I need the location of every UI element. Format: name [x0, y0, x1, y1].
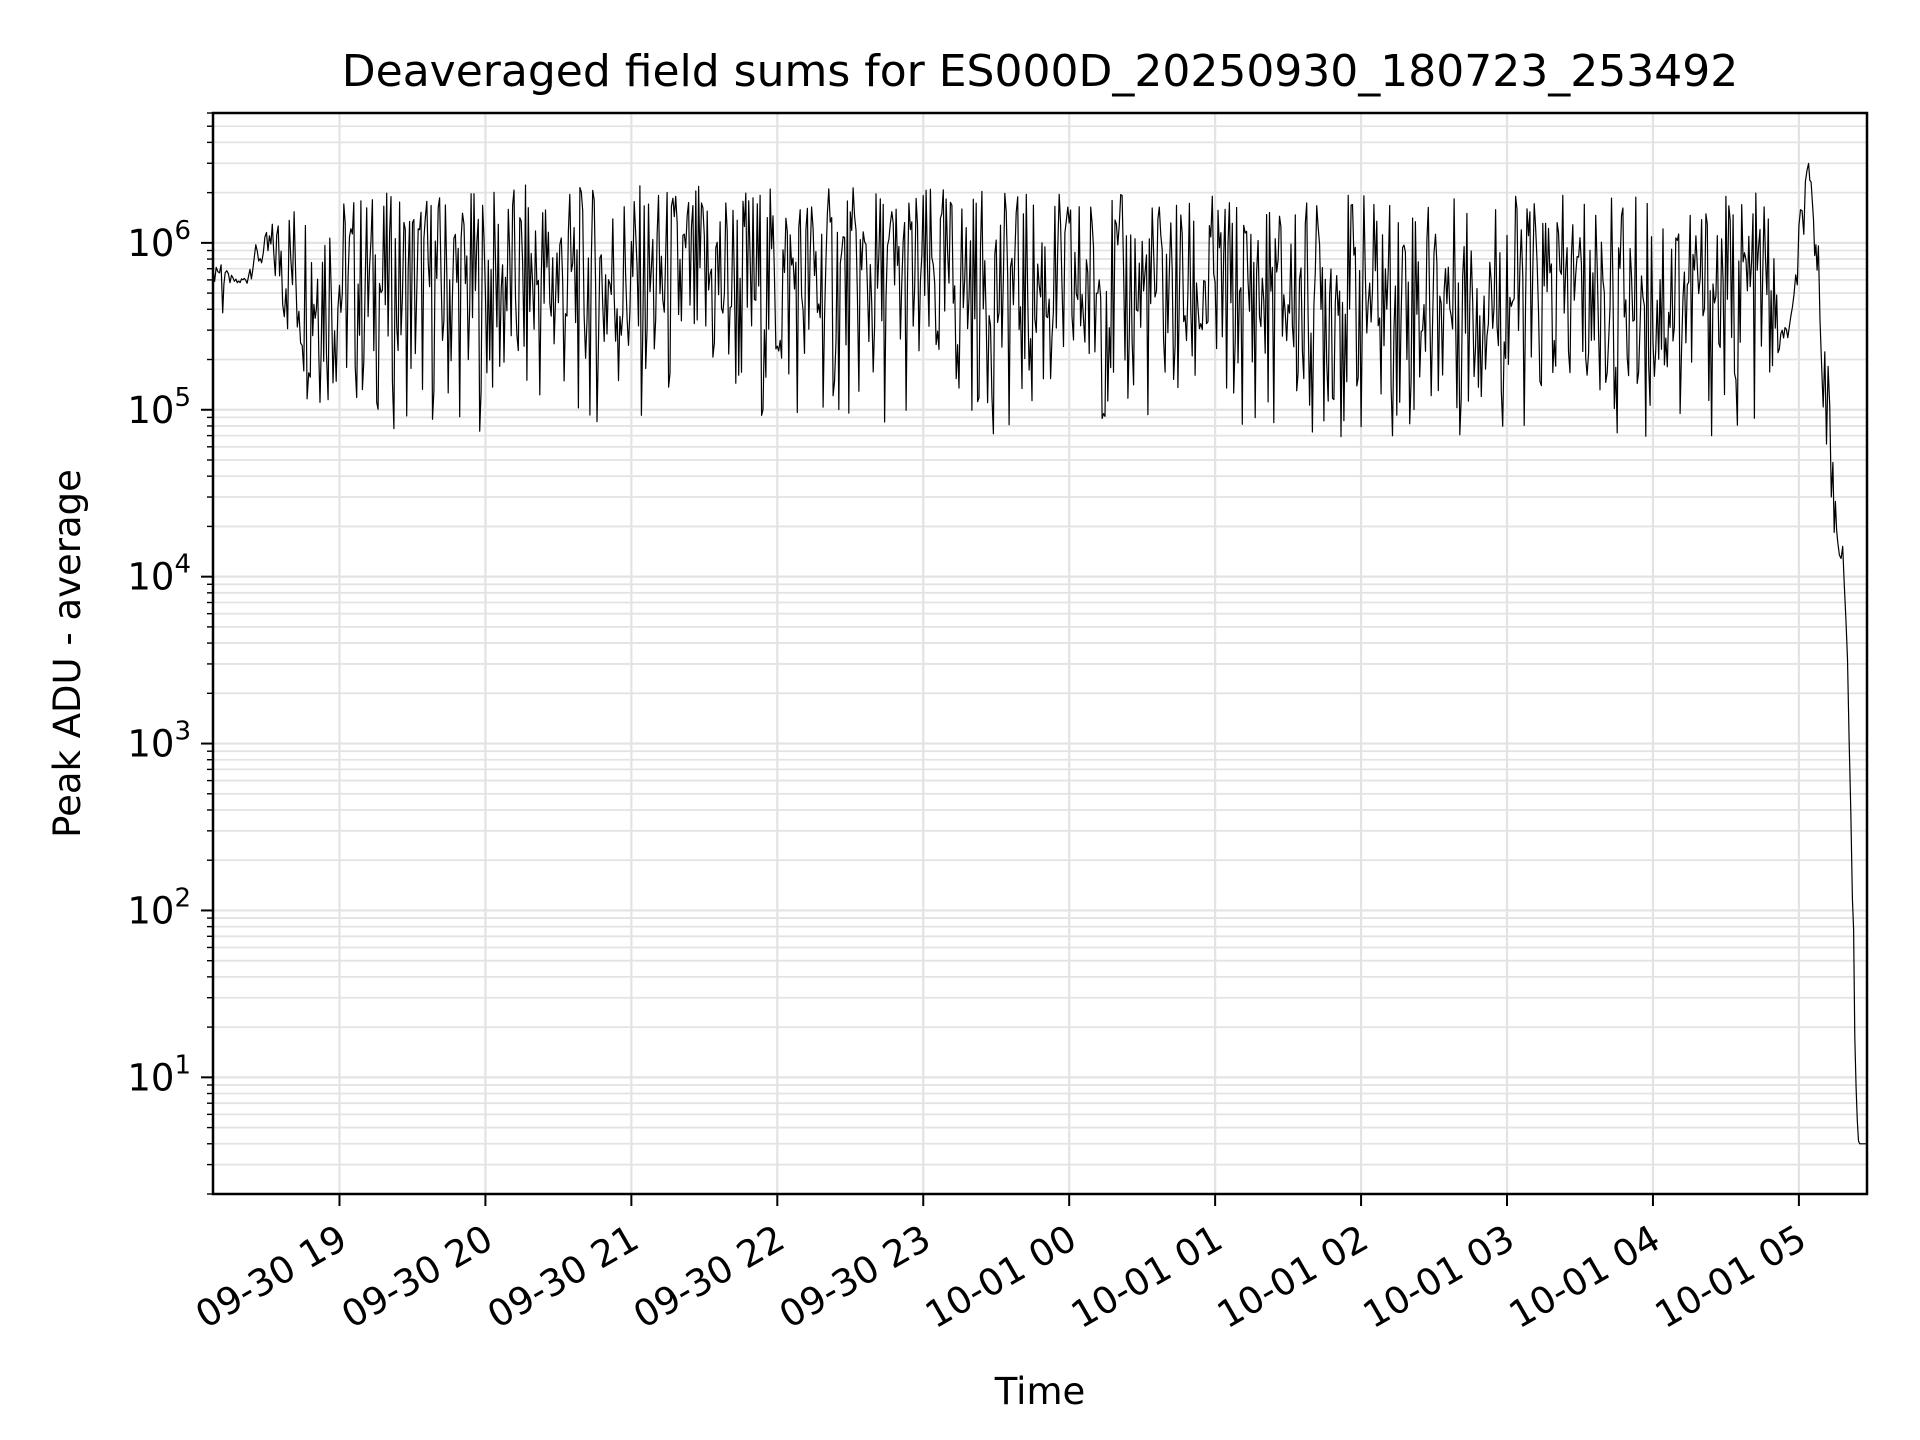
grid: [213, 112, 1867, 1195]
y-tick-label-exponent: 1: [174, 1050, 191, 1080]
y-tick-label-base: 10: [127, 222, 174, 265]
y-tick-label: 101: [127, 1050, 191, 1099]
y-axis-label: Peak ADU - average: [46, 469, 89, 838]
y-tick-label-base: 10: [127, 889, 174, 932]
y-tick-label: 103: [127, 717, 191, 766]
y-tick-label: 106: [127, 216, 191, 265]
x-axis-label: Time: [994, 1370, 1086, 1413]
series-layer: [212, 162, 1867, 1145]
y-tick-label: 105: [127, 383, 191, 432]
y-tick-label-base: 10: [127, 556, 174, 599]
y-tick-label-exponent: 6: [174, 216, 191, 246]
y-tick-label-base: 10: [127, 1056, 174, 1099]
y-tick-label-exponent: 4: [174, 550, 191, 580]
y-tick-label-exponent: 2: [174, 883, 191, 913]
chart-title: Deaveraged field sums for ES000D_2025093…: [342, 46, 1738, 97]
plot-frame: [211, 111, 1869, 1196]
y-tick-label: 104: [127, 550, 191, 599]
y-tick-label-base: 10: [127, 723, 174, 766]
y-tick-label-exponent: 5: [174, 383, 191, 413]
y-tick-label-base: 10: [127, 389, 174, 432]
y-tick-label: 102: [127, 883, 191, 932]
series-line: [212, 162, 1867, 1145]
y-tick-label-exponent: 3: [174, 717, 191, 747]
